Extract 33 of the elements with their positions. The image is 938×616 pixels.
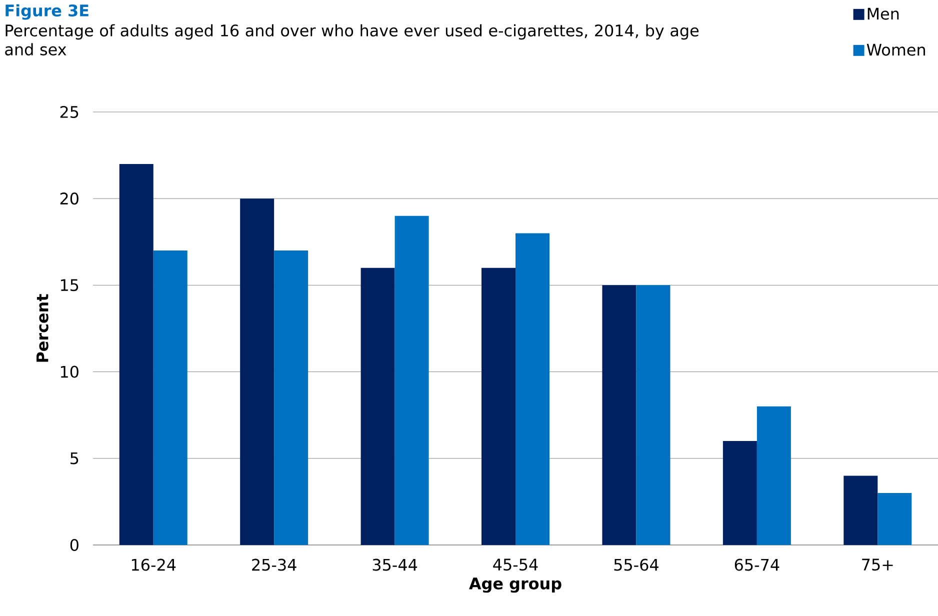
bar <box>394 216 429 545</box>
x-tick-label: 16-24 <box>132 558 176 571</box>
x-tick-label: 65-74 <box>734 558 780 571</box>
bar <box>516 233 550 545</box>
bar <box>360 268 395 545</box>
legend-label: Men <box>868 8 899 20</box>
y-tick-label: 25 <box>60 106 78 118</box>
x-tick-label: 45-54 <box>493 558 538 571</box>
x-axis-title: Age group <box>469 578 562 593</box>
bar <box>240 198 274 545</box>
bar <box>602 285 636 545</box>
bar <box>878 493 912 545</box>
y-tick-label: 0 <box>70 538 78 552</box>
bar <box>274 250 308 545</box>
x-tick-label: 75+ <box>862 558 893 571</box>
bar <box>844 476 878 545</box>
y-tick-label: 15 <box>60 279 78 292</box>
x-tick-label: 25-34 <box>252 558 296 571</box>
x-tick-label: 35-44 <box>372 558 418 571</box>
chart-title: Figure 3E <box>6 4 88 20</box>
x-tick-label: 55-64 <box>614 558 658 571</box>
bar <box>119 164 154 545</box>
y-tick-label: 20 <box>60 192 78 205</box>
bar <box>153 250 188 545</box>
bar <box>636 285 670 545</box>
y-tick-label: 5 <box>70 452 78 464</box>
y-axis-title: Percent <box>36 294 48 362</box>
bar <box>482 268 516 545</box>
y-tick-label: 10 <box>60 366 78 378</box>
bar <box>756 406 791 545</box>
chart-subtitle: Percentage of adults aged 16 and over who have ever used e-cigarettes, 2014, by age and sex <box>5 24 699 56</box>
legend-label: Women <box>866 44 925 56</box>
bar <box>722 441 757 545</box>
